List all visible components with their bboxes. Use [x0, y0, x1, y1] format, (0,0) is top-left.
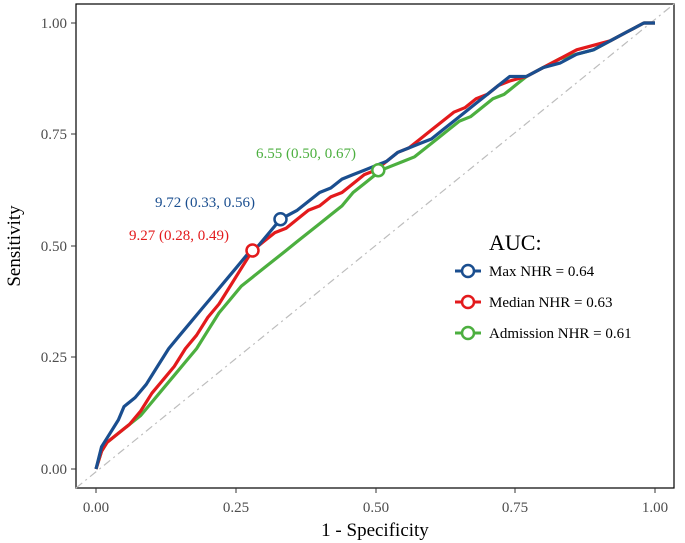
- x-tick-label: 0.25: [223, 500, 249, 516]
- legend-key-marker: [460, 294, 476, 310]
- roc-curve-series-0: [94, 21, 655, 470]
- reference-diagonal: [75, 3, 675, 489]
- x-axis-title: 1 - Specificity: [321, 520, 429, 541]
- series-layer: [94, 21, 655, 470]
- y-tick-label: 1.00: [41, 16, 67, 32]
- y-axis-title: Sensitivity: [4, 205, 25, 287]
- x-tick-label: 1.00: [642, 500, 668, 516]
- cutpoint-marker-0: [273, 211, 288, 227]
- cutpoint-label-admission: 6.55 (0.50, 0.67): [256, 146, 356, 162]
- y-tick-label: 0.00: [41, 462, 67, 478]
- x-tick-label: 0.75: [502, 500, 528, 516]
- x-tick-label: 0.50: [363, 500, 389, 516]
- cutpoint-label-median: 9.27 (0.28, 0.49): [129, 228, 229, 244]
- y-tick-label: 0.25: [41, 350, 67, 366]
- legend-key-marker: [460, 325, 476, 341]
- x-tick-label: 0.00: [83, 500, 109, 516]
- legend-title: AUC:: [489, 230, 542, 255]
- cutpoint-label-max: 9.72 (0.33, 0.56): [155, 195, 255, 211]
- y-axis: 0.00 0.25 0.50 0.75 1.00: [41, 16, 76, 478]
- cutpoint-marker-2: [371, 162, 386, 178]
- cutpoint-layer: [245, 162, 386, 258]
- cutpoint-marker-1: [245, 243, 260, 258]
- cutpoint-labels: 9.72 (0.33, 0.56) 9.27 (0.28, 0.49) 6.55…: [129, 146, 356, 244]
- legend-label-median: Median NHR = 0.63: [489, 295, 612, 311]
- y-tick-label: 0.75: [41, 127, 67, 143]
- x-axis: 0.00 0.25 0.50 0.75 1.00: [83, 488, 668, 516]
- legend-label-max: Max NHR = 0.64: [489, 264, 595, 280]
- legend-key-marker: [460, 263, 476, 279]
- y-tick-label: 0.50: [41, 239, 67, 255]
- legend: AUC: Max NHR = 0.64 Median NHR = 0.63 Ad…: [455, 230, 632, 342]
- legend-label-admission: Admission NHR = 0.61: [489, 326, 632, 342]
